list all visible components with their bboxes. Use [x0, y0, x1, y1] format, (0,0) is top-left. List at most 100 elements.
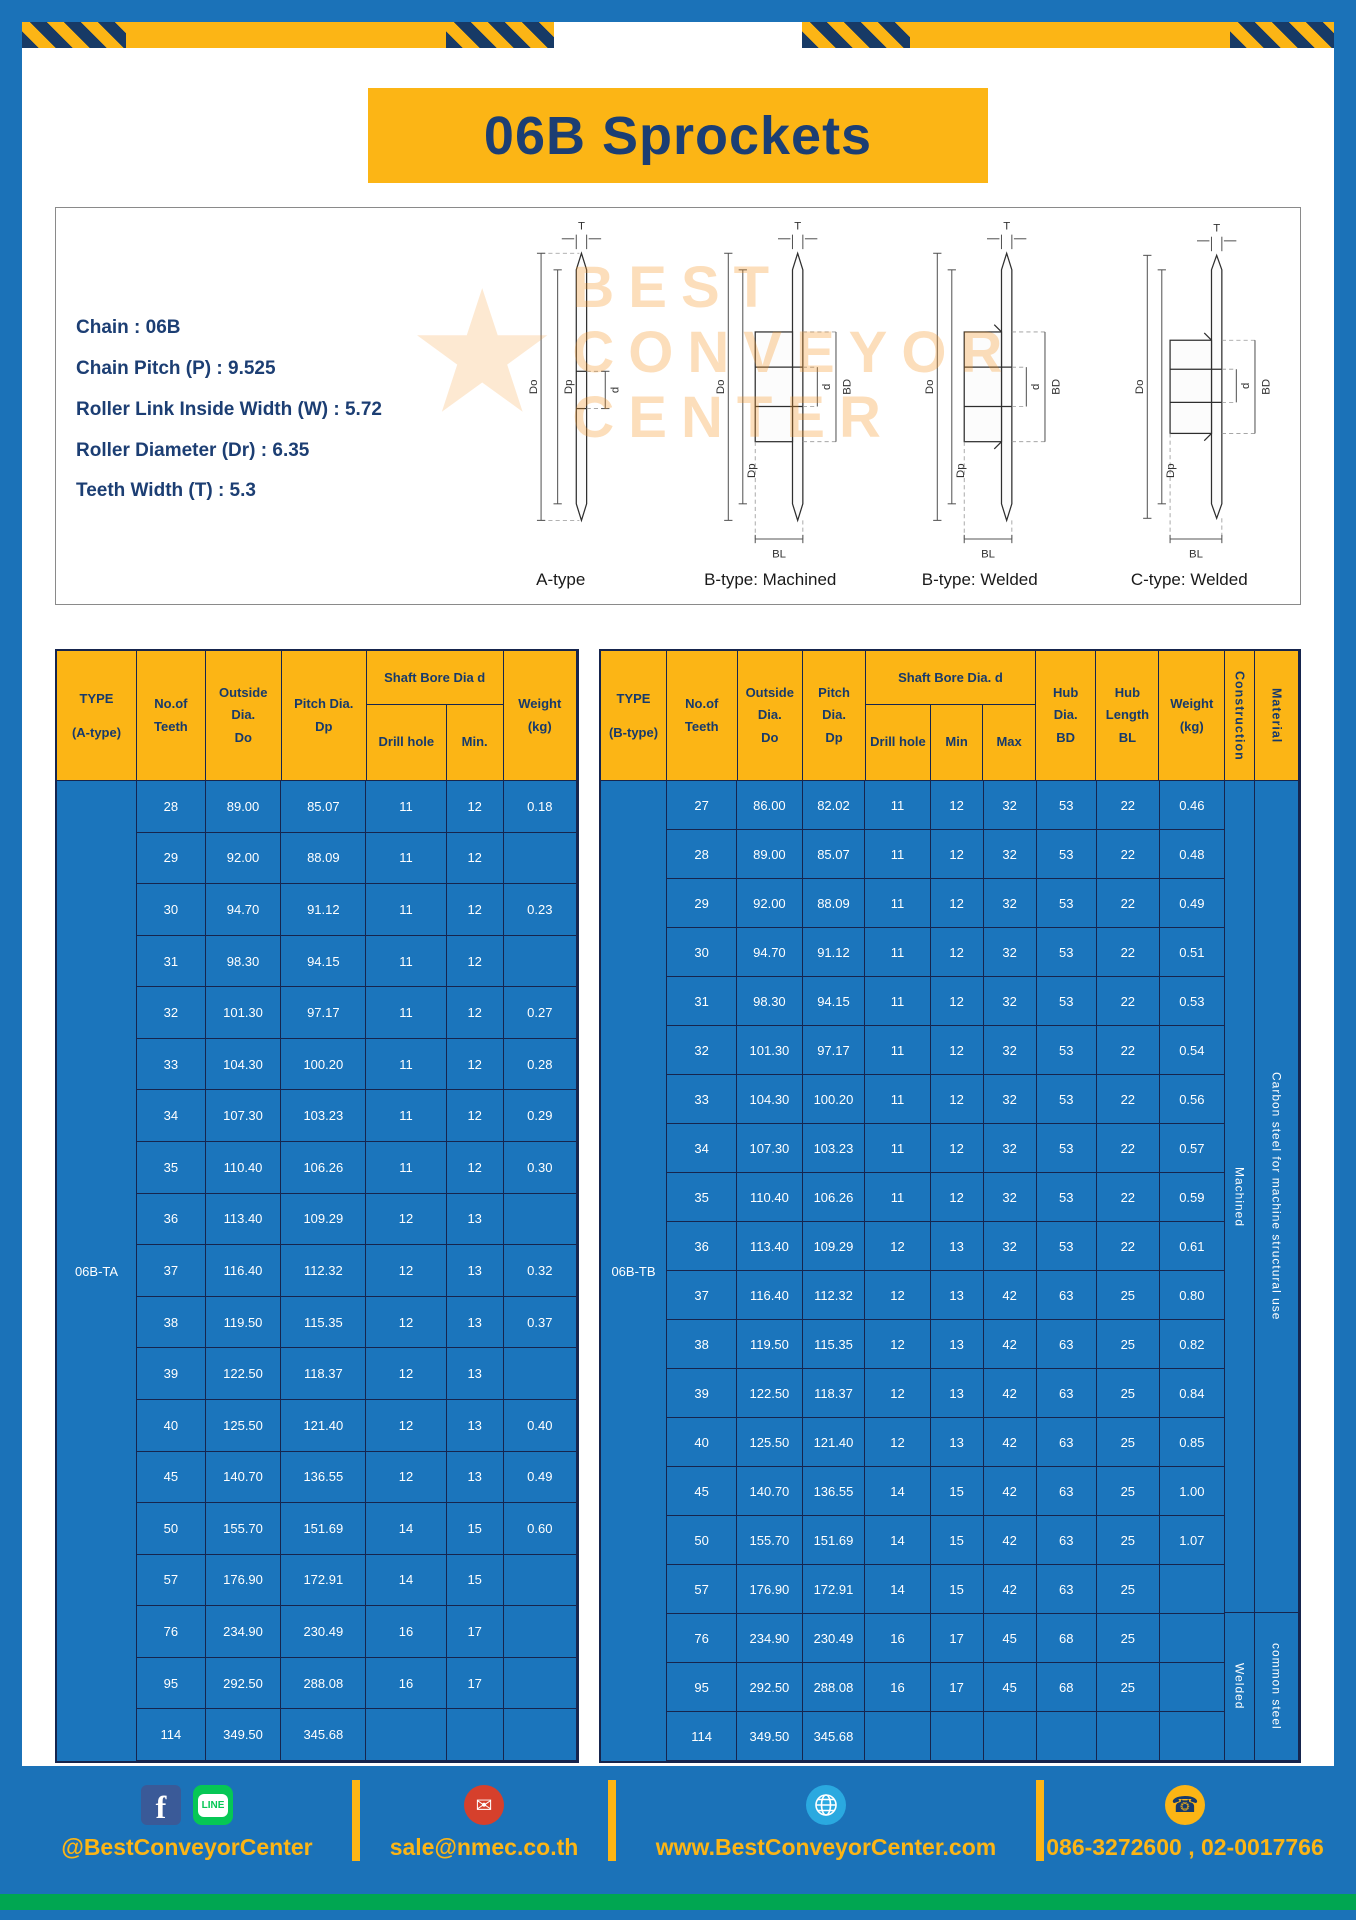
- col-header-shaft-bore: Shaft Bore Dia d: [366, 651, 503, 705]
- cell-hub-length: 22: [1096, 830, 1160, 879]
- cell-min: 12: [446, 987, 504, 1039]
- table-row: 37 116.40 112.32 12 13 42 63 25 0.80: [667, 1271, 1226, 1320]
- cell-drill-hole: 12: [366, 1193, 447, 1246]
- cell-teeth: 36: [667, 1222, 738, 1271]
- col-header-drill-hole: Drill hole: [367, 705, 447, 780]
- table-a-header-row: No.of Teeth Outside Dia. Do Pitch Dia. D…: [137, 651, 577, 781]
- cell-weight: 0.59: [1159, 1173, 1226, 1222]
- cell-hub-dia: 63: [1036, 1271, 1097, 1320]
- cell-teeth: 50: [137, 1503, 206, 1555]
- cell-hub-length: 25: [1096, 1467, 1160, 1516]
- col-header-outside-dia: Outside Dia. Do: [738, 651, 804, 780]
- cell-drill-hole: 11: [366, 987, 447, 1039]
- b-type-welded-caption: B-type: Welded: [921, 570, 1038, 589]
- cell-weight: [503, 1657, 577, 1710]
- cell-hub-dia: 63: [1036, 1467, 1097, 1516]
- yellow-bar: [126, 22, 446, 48]
- cell-drill-hole: [865, 1712, 931, 1761]
- cell-min: 17: [930, 1614, 984, 1663]
- cell-teeth: 27: [667, 781, 738, 830]
- table-row: 40 125.50 121.40 12 13 0.40: [137, 1399, 577, 1452]
- bottom-green-strip: [0, 1894, 1356, 1910]
- cell-pitch-dia: 121.40: [281, 1399, 367, 1452]
- cell-drill-hole: [366, 1709, 447, 1761]
- footer-email[interactable]: sale@nmec.co.th: [389, 1834, 579, 1860]
- footer-social-handle[interactable]: @BestConveyorCenter: [61, 1834, 313, 1860]
- cell-min: 12: [930, 830, 984, 879]
- line-icon[interactable]: LINE: [193, 1785, 233, 1825]
- cell-hub-dia: [1036, 1712, 1097, 1761]
- dim-t-label: T: [578, 220, 585, 232]
- cell-min: 12: [446, 1038, 504, 1091]
- cell-pitch-dia: 136.55: [281, 1451, 367, 1504]
- footer-social-icons: f LINE: [141, 1782, 233, 1828]
- cell-outside-dia: 86.00: [737, 781, 803, 830]
- spec-chain: Chain : 06B: [76, 317, 181, 338]
- cell-weight: [1159, 1614, 1226, 1663]
- cell-teeth: 36: [137, 1193, 206, 1246]
- cell-min: 15: [930, 1467, 984, 1516]
- cell-weight: 1.07: [1159, 1516, 1226, 1565]
- cell-pitch-dia: 230.49: [802, 1614, 866, 1663]
- dim-do-label: Do: [528, 380, 540, 395]
- footer-phone-section: ☎ 086-3272600 , 02-0017766: [1044, 1780, 1326, 1861]
- cell-min: 12: [446, 884, 504, 936]
- table-b-header-row: No.of Teeth Outside Dia. Do Pitch Dia. D…: [667, 651, 1225, 781]
- cell-max: 42: [983, 1320, 1037, 1369]
- cell-outside-dia: 94.70: [737, 928, 803, 977]
- cell-outside-dia: 349.50: [737, 1712, 803, 1761]
- cell-outside-dia: 140.70: [737, 1467, 803, 1516]
- cell-teeth: 33: [137, 1038, 206, 1091]
- table-row: 33 104.30 100.20 11 12 0.28: [137, 1038, 577, 1091]
- cell-pitch-dia: 151.69: [802, 1516, 866, 1565]
- col-header-drill-hole: Drill hole: [866, 705, 931, 780]
- cell-pitch-dia: 121.40: [802, 1418, 866, 1467]
- dim-d-label: d: [1239, 383, 1251, 389]
- cell-hub-dia: 63: [1036, 1418, 1097, 1467]
- dim-t-label: T: [1003, 220, 1010, 232]
- cell-hub-dia: 53: [1036, 879, 1097, 928]
- cell-min: 12: [930, 879, 984, 928]
- footer-website[interactable]: www.BestConveyorCenter.com: [655, 1834, 997, 1860]
- table-row: 36 113.40 109.29 12 13: [137, 1193, 577, 1246]
- cell-teeth: 114: [137, 1709, 206, 1761]
- phone-icon[interactable]: ☎: [1165, 1785, 1205, 1825]
- cell-weight: 0.28: [503, 1038, 577, 1091]
- page-title: 06B Sprockets: [483, 105, 873, 166]
- cell-max: 32: [983, 1075, 1037, 1124]
- footer-website-icons: [806, 1782, 846, 1828]
- cell-hub-dia: 63: [1036, 1565, 1097, 1614]
- cell-max: 42: [983, 1418, 1037, 1467]
- dim-bl-label: BL: [1189, 549, 1203, 561]
- table-row: 40 125.50 121.40 12 13 42 63 25 0.85: [667, 1418, 1226, 1467]
- facebook-icon[interactable]: f: [141, 1785, 181, 1825]
- dim-do-label: Do: [1134, 380, 1146, 395]
- globe-icon[interactable]: [806, 1785, 846, 1825]
- cell-hub-dia: 63: [1036, 1516, 1097, 1565]
- cell-weight: [503, 832, 577, 885]
- cell-min: 13: [930, 1418, 984, 1467]
- material-carbon-steel: Carbon steel for machine structural use: [1255, 781, 1299, 1614]
- cell-teeth: 50: [667, 1516, 738, 1565]
- hazard-stripe: [446, 22, 554, 48]
- cell-weight: 0.29: [503, 1090, 577, 1143]
- cell-weight: 0.49: [503, 1451, 577, 1504]
- spec-roller-diameter: Roller Diameter (Dr) : 6.35: [76, 439, 310, 461]
- cell-outside-dia: 104.30: [205, 1038, 282, 1091]
- cell-hub-dia: 53: [1036, 928, 1097, 977]
- cell-drill-hole: 14: [865, 1516, 931, 1565]
- email-icon[interactable]: ✉: [464, 1785, 504, 1825]
- cell-weight: [503, 935, 577, 988]
- cell-max: 32: [983, 879, 1037, 928]
- cell-min: 12: [446, 1142, 504, 1194]
- catalog-page: 06B Sprockets Chain : 06B Chain Pitch (P…: [22, 22, 1334, 1766]
- footer-phone[interactable]: 086-3272600 , 02-0017766: [1046, 1834, 1324, 1860]
- cell-outside-dia: 122.50: [205, 1348, 282, 1400]
- dim-bd-label: BD: [841, 379, 853, 395]
- cell-hub-length: 25: [1096, 1516, 1160, 1565]
- table-row: 76 234.90 230.49 16 17: [137, 1606, 577, 1658]
- cell-weight: 0.54: [1159, 1026, 1226, 1075]
- cell-weight: 0.46: [1159, 781, 1226, 830]
- cell-max: 42: [983, 1467, 1037, 1516]
- table-row: 39 122.50 118.37 12 13: [137, 1348, 577, 1400]
